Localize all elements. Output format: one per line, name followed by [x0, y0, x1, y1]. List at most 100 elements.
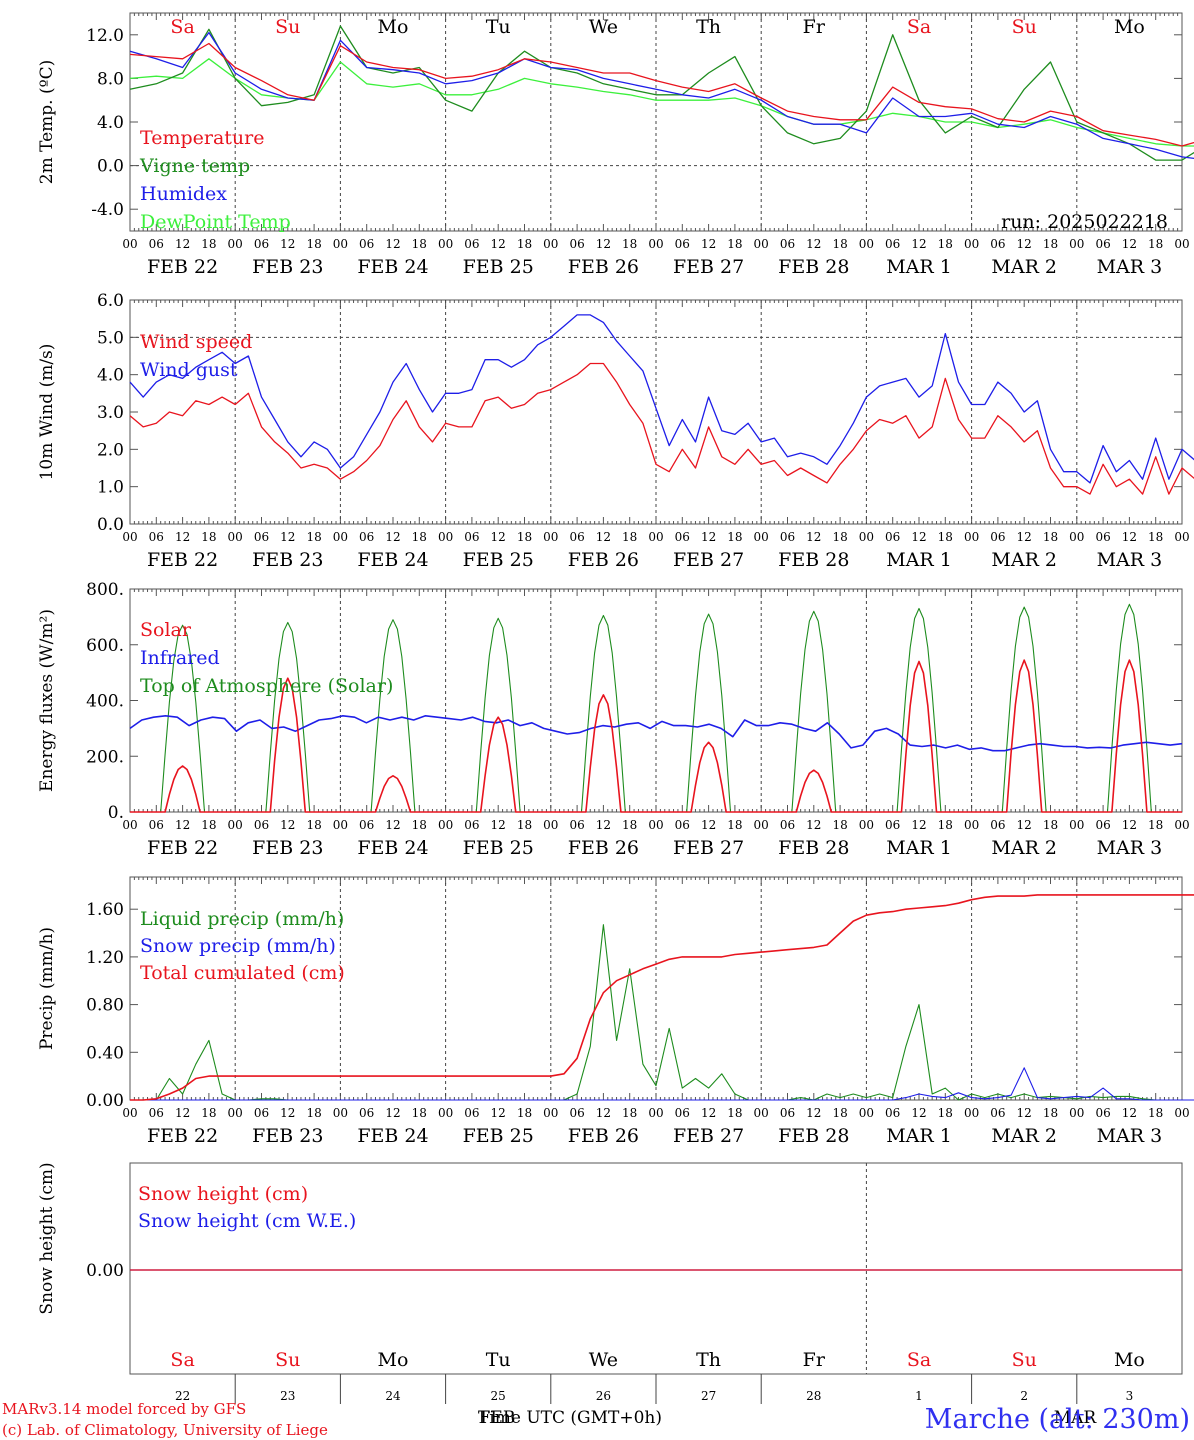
hour-tick-label: 00: [859, 818, 874, 832]
hour-tick-label: 12: [806, 237, 821, 251]
hour-tick-label: 06: [780, 237, 795, 251]
day-number-label: 27: [701, 1389, 716, 1403]
hour-tick-label: 00: [228, 530, 243, 544]
day-separators: [234, 877, 1078, 1100]
hour-tick-label: 06: [464, 530, 479, 544]
date-label: FEB 27: [673, 256, 744, 278]
hour-labels: 00 06 12 18 00 06 12 18 00 06 12 18 00 06 12 18 00 06 12 18…: [122, 818, 1189, 832]
day-number-label: 22: [175, 1389, 190, 1403]
date-label: FEB 23: [252, 1125, 323, 1147]
hour-tick-label: 06: [149, 818, 164, 832]
y-axis: 0.0 1.0 2.0 3.0 4.0 5.0 6.0 10m Wind (m/s): [37, 291, 1182, 535]
y-tick-label: 0.: [108, 803, 124, 823]
hour-tick-label: 00: [1069, 237, 1084, 251]
hour-tick-label: 00: [228, 1106, 243, 1120]
day-number-label: 26: [596, 1389, 611, 1403]
hour-tick-label: 06: [359, 530, 374, 544]
precip-panel: 0.00 0.40 0.80 1.20 1.60 Precip (mm/h) Liquid …: [37, 876, 1194, 1147]
hour-tick-label: 12: [806, 1106, 821, 1120]
hour-tick-label: 18: [306, 1106, 321, 1120]
date-label: FEB 27: [673, 1125, 744, 1147]
hour-tick-label: 06: [990, 530, 1005, 544]
y-tick-label: -4.0: [91, 200, 124, 220]
energy-panel: 0. 200. 400. 600. 800. Energy fluxes (W/m²) So…: [37, 580, 1190, 859]
weekday-labels: Sa 22 Su 23 Mo 24 Tu 25 We 26 Th 27 Fr 28 Sa 1 Su 2 Mo 3: [170, 1349, 1144, 1403]
hour-tick-label: 18: [517, 1106, 532, 1120]
hour-tick-label: 12: [701, 237, 716, 251]
date-label: FEB 24: [357, 549, 428, 571]
hour-tick-label: 06: [780, 1106, 795, 1120]
legend-entry: DewPoint Temp: [140, 211, 291, 233]
hour-tick-label: 12: [701, 1106, 716, 1120]
hour-tick-label: 06: [1095, 530, 1110, 544]
hour-tick-label: 12: [1017, 530, 1032, 544]
hour-tick-label: 18: [622, 237, 637, 251]
day-number-label: 23: [280, 1389, 295, 1403]
hour-tick-label: 18: [832, 1106, 847, 1120]
minor-ticks: [129, 13, 1183, 231]
y-axis-title: Snow height (cm): [37, 1162, 57, 1314]
hour-tick-label: 18: [306, 818, 321, 832]
hour-tick-label: 06: [254, 530, 269, 544]
date-label: FEB 24: [357, 837, 428, 859]
y-tick-label: 2.0: [97, 440, 124, 460]
hour-tick-label: 12: [491, 1106, 506, 1120]
hour-tick-label: 12: [175, 818, 190, 832]
hour-tick-label: 06: [569, 818, 584, 832]
date-label: FEB 26: [568, 1125, 639, 1147]
hour-tick-label: 00: [1174, 1106, 1189, 1120]
date-label: FEB 25: [463, 256, 534, 278]
hour-tick-label: 06: [780, 818, 795, 832]
hour-tick-label: 18: [412, 530, 427, 544]
month-overlap-feb: FEB: [479, 1408, 516, 1428]
date-label: FEB 26: [568, 256, 639, 278]
date-label: MAR 1: [886, 1125, 952, 1147]
hour-tick-label: 18: [1043, 530, 1058, 544]
hour-tick-label: 06: [990, 1106, 1005, 1120]
hour-tick-label: 06: [885, 237, 900, 251]
y-axis: -4.0 0.0 4.0 8.0 12.0 2m Temp. (ºC): [37, 26, 1182, 220]
hour-tick-label: 00: [122, 818, 137, 832]
hour-tick-label: 12: [806, 818, 821, 832]
hour-tick-label: 18: [201, 530, 216, 544]
hour-tick-label: 00: [1069, 1106, 1084, 1120]
hour-tick-label: 18: [412, 1106, 427, 1120]
hour-tick-label: 00: [1174, 818, 1189, 832]
hour-tick-label: 06: [569, 1106, 584, 1120]
weekday-label: Th: [696, 1349, 721, 1371]
hour-tick-label: 12: [911, 818, 926, 832]
hour-tick-label: 18: [622, 1106, 637, 1120]
date-label: FEB 25: [463, 837, 534, 859]
date-label: FEB 23: [252, 256, 323, 278]
date-labels: FEB 22 FEB 23 FEB 24 FEB 25 FEB 26 FEB 27 FEB …: [147, 837, 1162, 859]
hour-tick-label: 00: [964, 818, 979, 832]
date-labels: FEB 22 FEB 23 FEB 24 FEB 25 FEB 26 FEB 27 FEB …: [147, 256, 1162, 278]
date-label: FEB 26: [568, 837, 639, 859]
hour-tick-label: 00: [543, 237, 558, 251]
hour-tick-label: 00: [543, 818, 558, 832]
hour-tick-label: 06: [885, 1106, 900, 1120]
y-tick-label: 0.00: [86, 1091, 124, 1111]
day-separators: [234, 300, 1078, 524]
hour-tick-label: 06: [990, 818, 1005, 832]
y-tick-label: 0.00: [86, 1261, 124, 1281]
hour-tick-label: 06: [254, 237, 269, 251]
hour-tick-label: 18: [832, 530, 847, 544]
hour-labels: 00 06 12 18 00 06 12 18 00 06 12 18 00 06 12 18 00 06 12 18…: [122, 237, 1189, 251]
series-line: [129, 314, 1194, 484]
hour-tick-label: 12: [911, 530, 926, 544]
legend-entry: Total cumulated (cm): [140, 962, 345, 984]
day-number-label: 2: [1020, 1389, 1028, 1403]
hour-tick-label: 00: [1069, 818, 1084, 832]
hour-tick-label: 18: [622, 818, 637, 832]
date-label: FEB 22: [147, 1125, 218, 1147]
y-tick-label: 3.0: [97, 403, 124, 423]
hour-tick-label: 00: [1174, 237, 1189, 251]
hour-tick-label: 00: [859, 530, 874, 544]
date-label: FEB 22: [147, 256, 218, 278]
hour-tick-label: 00: [122, 1106, 137, 1120]
hour-tick-label: 18: [832, 237, 847, 251]
weekday-label: Tu: [486, 1349, 511, 1371]
hour-tick-label: 06: [464, 1106, 479, 1120]
weekday-label: Fr: [803, 16, 826, 38]
